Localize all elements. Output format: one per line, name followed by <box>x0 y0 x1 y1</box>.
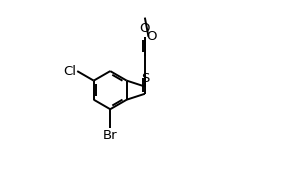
Text: O: O <box>146 30 156 43</box>
Text: Cl: Cl <box>63 65 76 78</box>
Text: S: S <box>141 72 149 85</box>
Text: Br: Br <box>103 129 117 142</box>
Text: O: O <box>140 22 150 35</box>
